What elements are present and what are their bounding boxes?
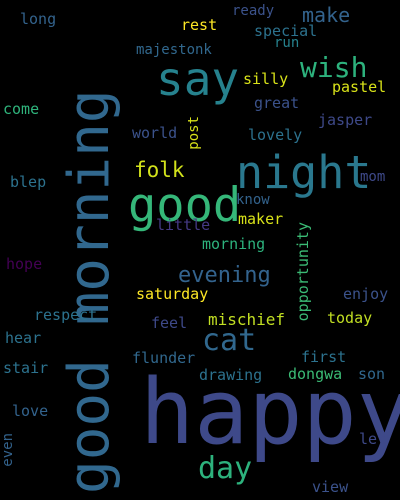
word-folk: folk bbox=[134, 158, 185, 182]
word-good: good bbox=[128, 178, 242, 233]
word-happy: happy bbox=[140, 360, 400, 465]
word-world: world bbox=[132, 124, 178, 142]
word-maker: maker bbox=[238, 210, 284, 228]
word-hope: hope bbox=[6, 255, 43, 273]
word-dongwa: dongwa bbox=[288, 365, 343, 383]
word-son: son bbox=[358, 365, 386, 383]
word-say: say bbox=[156, 52, 240, 106]
word-post: post bbox=[186, 116, 202, 150]
word-evening: evening bbox=[178, 263, 271, 288]
word-enjoy: enjoy bbox=[343, 285, 389, 303]
word-pastel: pastel bbox=[332, 78, 387, 96]
word-even: even bbox=[0, 433, 16, 467]
word-run: run bbox=[274, 35, 300, 51]
word-great: great bbox=[254, 94, 300, 112]
word-make: make bbox=[302, 3, 351, 27]
word-love: love bbox=[12, 402, 49, 420]
word-cat: cat bbox=[202, 323, 257, 358]
word-little: little bbox=[156, 216, 211, 234]
word-silly: silly bbox=[243, 70, 289, 88]
word-come: come bbox=[3, 100, 40, 118]
word-saturday: saturday bbox=[136, 285, 209, 303]
word-view: view bbox=[312, 478, 349, 496]
word-first: first bbox=[301, 348, 347, 366]
word-long: long bbox=[20, 10, 57, 28]
word-mischief: mischief bbox=[208, 310, 286, 329]
word-good-morning: good morning bbox=[57, 89, 122, 494]
word-let: let bbox=[359, 430, 387, 448]
word-day: day bbox=[198, 451, 253, 486]
word-ready: ready bbox=[232, 3, 275, 19]
word-feel: feel bbox=[151, 314, 188, 332]
word-opportunity: opportunity bbox=[294, 222, 312, 322]
word-today: today bbox=[327, 309, 373, 327]
word-rest: rest bbox=[181, 16, 218, 34]
word-night: night bbox=[236, 146, 372, 199]
word-lovely: lovely bbox=[248, 126, 303, 144]
word-wish: wish bbox=[300, 51, 368, 84]
word-stair: stair bbox=[3, 359, 49, 377]
word-blep: blep bbox=[10, 173, 47, 191]
word-know: know bbox=[236, 192, 270, 208]
word-flunder: flunder bbox=[132, 349, 196, 367]
word-jasper: jasper bbox=[318, 111, 373, 129]
word-morning: morning bbox=[202, 235, 266, 253]
word-respect: respect bbox=[34, 306, 98, 324]
word-majestonk: majestonk bbox=[136, 42, 212, 58]
word-special: special bbox=[254, 22, 318, 40]
word-mom: mom bbox=[360, 169, 386, 185]
word-drawing: drawing bbox=[199, 366, 263, 384]
word-hear: hear bbox=[5, 329, 42, 347]
